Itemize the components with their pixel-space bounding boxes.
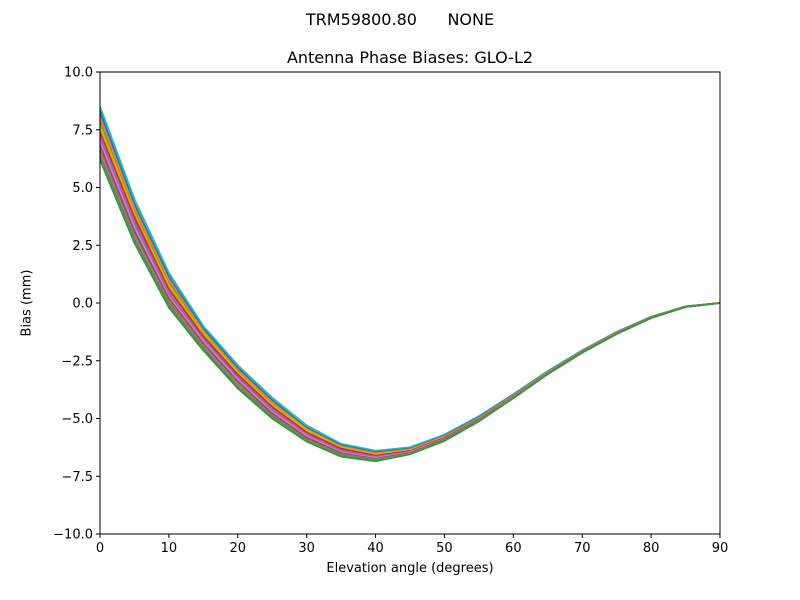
x-axis-label: Elevation angle (degrees) [326, 561, 494, 576]
data-lines [99, 106, 721, 463]
figure-suptitle: TRM59800.80 NONE [305, 10, 495, 29]
x-tick-label: 60 [505, 541, 522, 556]
y-tick-label: −10.0 [53, 528, 93, 543]
axes-frame [99, 71, 721, 535]
series-line [99, 113, 721, 454]
y-tick-label: −5.0 [61, 412, 93, 427]
y-tick-label: 2.5 [72, 239, 93, 254]
series-line-s3 [99, 117, 721, 454]
series-line-s4 [99, 124, 721, 456]
series-line [99, 150, 721, 461]
series-line [99, 139, 721, 459]
series-line-s8 [99, 145, 721, 460]
series-line [99, 124, 721, 456]
series-line [99, 111, 721, 453]
y-tick-label: 10.0 [64, 66, 93, 81]
series-line [99, 117, 721, 454]
series-line [99, 133, 721, 458]
y-axis-label: Bias (mm) [19, 269, 35, 337]
series-line [99, 141, 721, 459]
y-tick-label: −2.5 [61, 354, 93, 369]
y-tick-label: 5.0 [72, 181, 93, 196]
x-tick-label: 40 [367, 541, 384, 556]
series-line [99, 115, 721, 454]
series-line-s7 [99, 141, 721, 459]
series-line [99, 153, 721, 462]
series-line-lower [99, 159, 721, 462]
series-line [99, 120, 721, 455]
series-line-s6 [99, 136, 721, 458]
series-line [99, 144, 721, 460]
y-axis-ticks: −10.0 −7.5 −5.0 −2.5 0.0 2.5 5.0 7.5 10.0 [53, 66, 100, 543]
series-line [99, 137, 721, 458]
series-line [99, 155, 721, 462]
series-line [99, 146, 721, 460]
x-tick-label: 90 [712, 541, 729, 556]
x-tick-label: 70 [574, 541, 591, 556]
y-tick-label: 0.0 [72, 297, 93, 312]
x-tick-label: 20 [230, 541, 247, 556]
series-line [99, 109, 721, 453]
series-line-s5 [99, 131, 721, 457]
x-tick-label: 80 [643, 541, 660, 556]
series-line [99, 122, 721, 456]
series-line-s2 [99, 111, 721, 453]
series-line-s9 [99, 150, 721, 461]
series-line [99, 130, 721, 457]
x-tick-label: 10 [161, 541, 178, 556]
series-line [99, 152, 721, 461]
series-line-upper [99, 106, 721, 452]
series-line [99, 148, 721, 461]
x-tick-label: 0 [96, 541, 104, 556]
x-tick-label: 30 [298, 541, 315, 556]
series-line [99, 119, 721, 455]
y-tick-label: 7.5 [72, 123, 93, 138]
y-tick-label: −7.5 [61, 470, 93, 485]
series-line [99, 126, 721, 456]
series-line [99, 142, 721, 459]
chart-title: Antenna Phase Biases: GLO-L2 [286, 48, 534, 67]
series-line [99, 106, 721, 452]
series-line [99, 108, 721, 453]
x-tick-label: 50 [436, 541, 453, 556]
series-line [99, 135, 721, 458]
series-line [99, 128, 721, 457]
x-axis-ticks: 0 10 20 30 40 50 60 70 80 90 [96, 534, 728, 556]
series-line [99, 131, 721, 457]
